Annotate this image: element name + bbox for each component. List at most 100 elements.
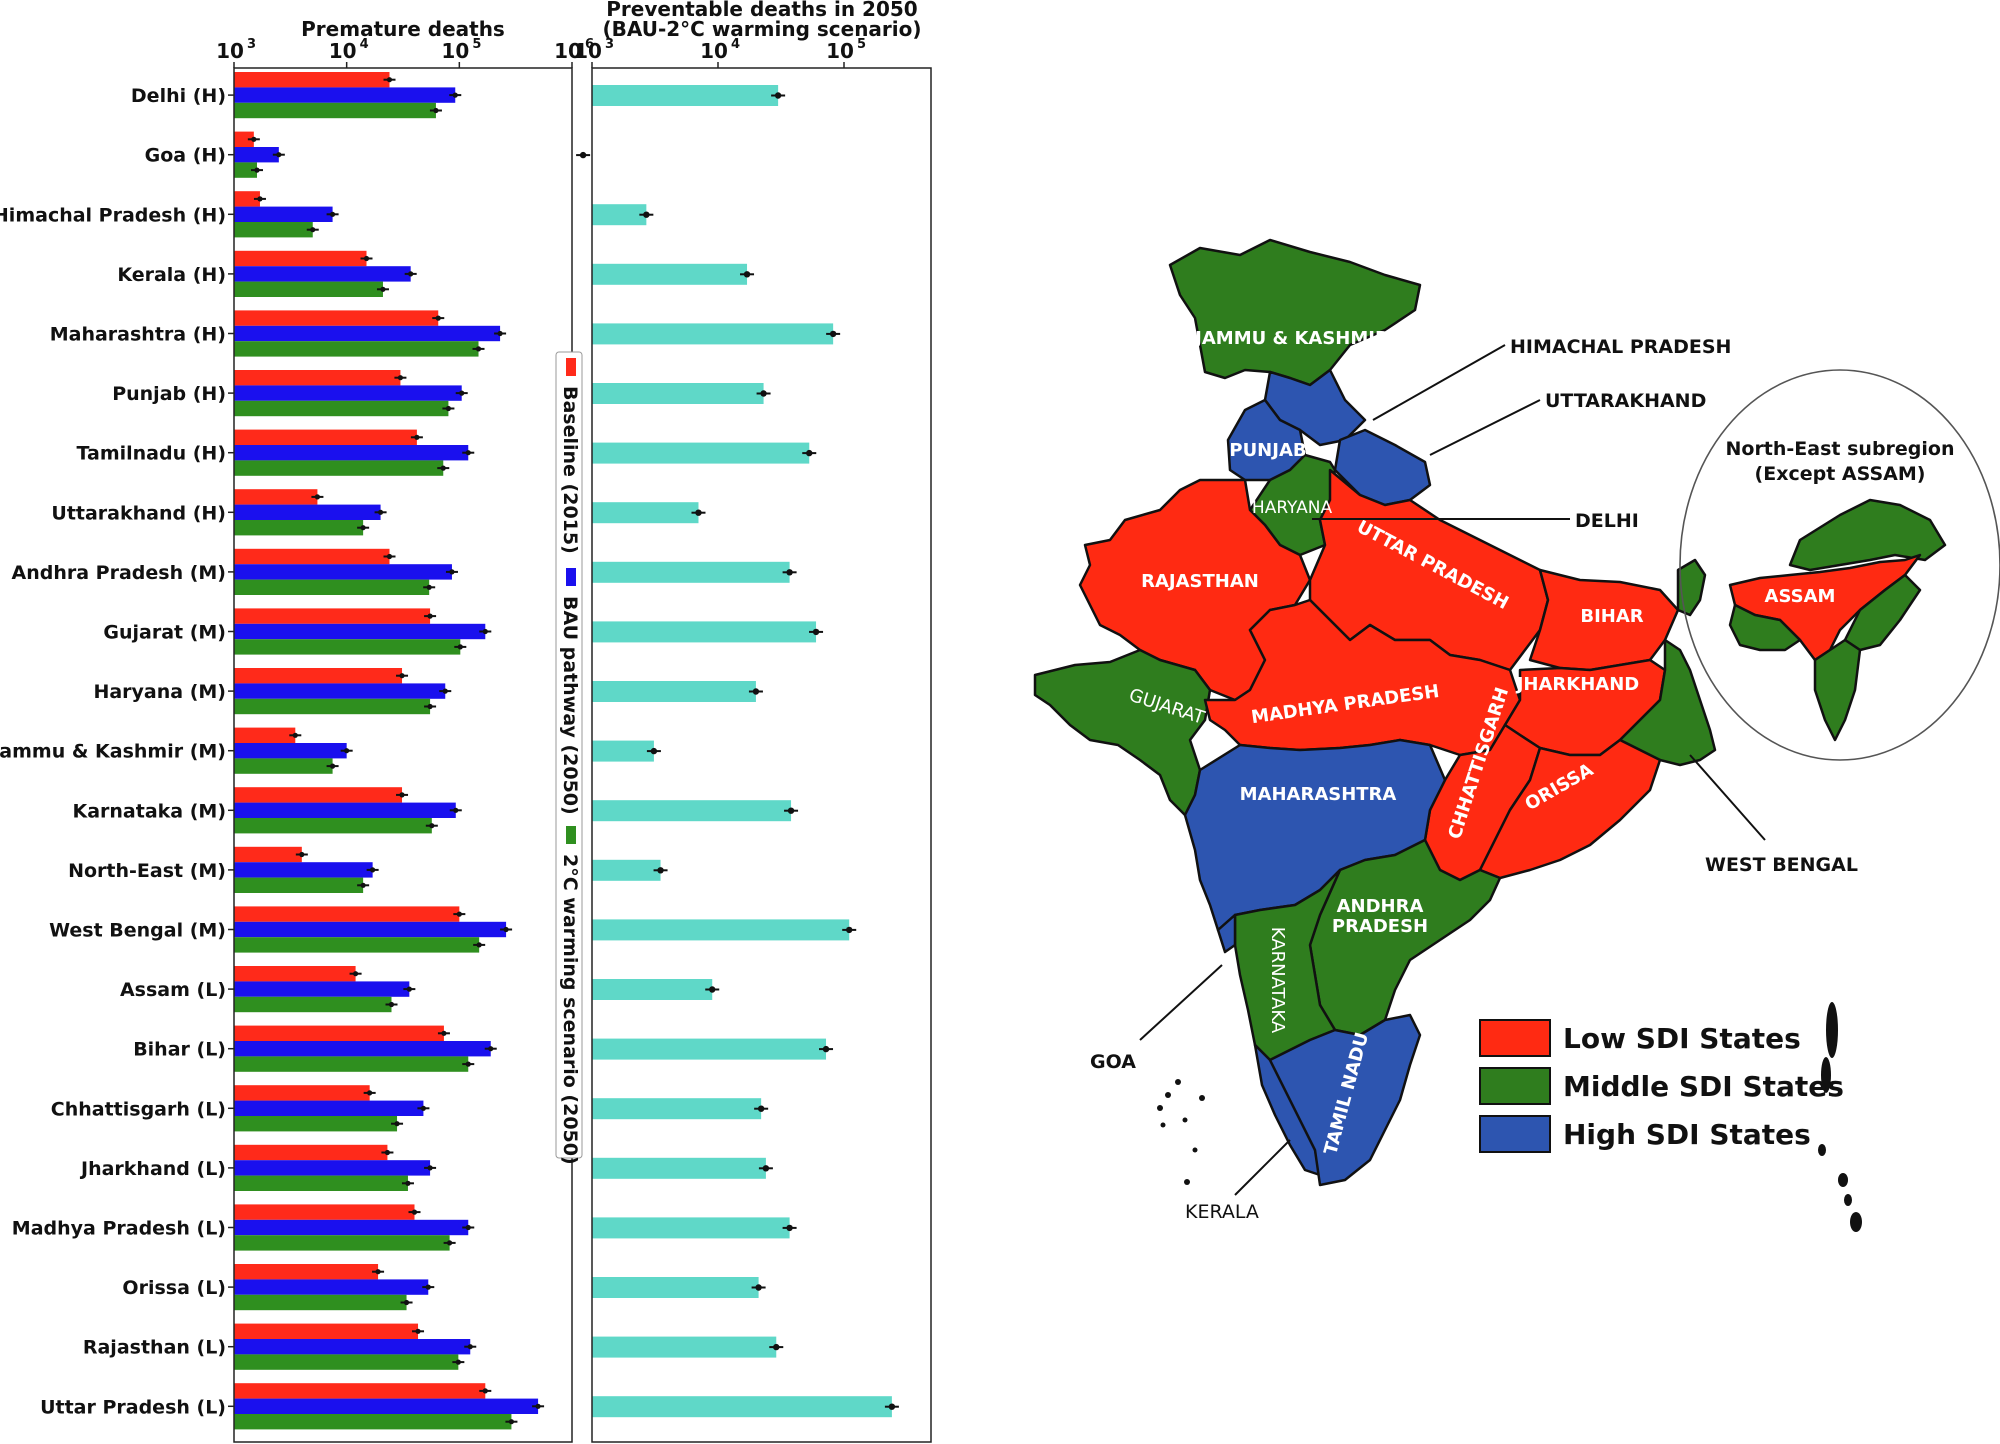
bar-preventable-rajasthan-l: [592, 1336, 777, 1358]
category-label-rajasthan-l: Rajasthan (L): [83, 1337, 226, 1359]
errorbar-point: [370, 867, 376, 873]
errorbar-point: [435, 315, 441, 321]
errorbar-point: [456, 911, 462, 917]
errorbar-point: [254, 167, 260, 173]
errorbar-point: [535, 1403, 541, 1409]
map-callouts: [1139, 344, 1766, 1196]
map-label-andhra-pradesh-line2: PRADESH: [1332, 916, 1428, 937]
bar-baseline-2015-delhi-h: [234, 72, 390, 88]
errorbar-point: [377, 509, 384, 515]
category-label-uttar-pradesh-l: Uttar Pradesh (L): [40, 1396, 226, 1418]
map-state-uttarakhand: [1333, 428, 1432, 507]
category-label-haryana-m: Haryana (M): [93, 681, 226, 703]
bar-2-c-warming-scenario-2050-punjab-h: [234, 400, 449, 417]
bar-2-c-warming-scenario-2050-goa-h: [234, 162, 257, 178]
errorbar-point: [251, 136, 257, 142]
errorbar-point: [482, 1388, 488, 1394]
errorbar-point: [344, 748, 350, 754]
errorbar-point: [429, 823, 435, 829]
preventable-deaths-title: Preventable deaths in 2050: [606, 0, 917, 21]
bar-baseline-2015-jharkhand-l: [234, 1144, 388, 1161]
map-legend-label-middle: Middle SDI States: [1563, 1070, 1844, 1103]
bar-preventable-kerala-h: [592, 263, 748, 285]
bar-2-c-warming-scenario-2050-north-east-m: [234, 877, 364, 893]
errorbar-point: [433, 107, 439, 114]
map-northeast-arunachal: [1788, 498, 1947, 572]
bar-2-c-warming-scenario-2050-haryana-m: [234, 698, 431, 715]
map-northeast-sikkim-region: [1676, 558, 1707, 617]
bar-bau-pathway-2050-goa-h: [234, 147, 279, 163]
map-legend-label-low: Low SDI States: [1563, 1022, 1801, 1055]
map-state-tamil-nadu: [1268, 1013, 1422, 1187]
category-label-andhra-pradesh-m: Andhra Pradesh (M): [12, 562, 227, 584]
bar-bau-pathway-2050-delhi-h: [234, 87, 456, 103]
errorbar-point: [310, 227, 316, 233]
errorbar-point: [420, 1105, 427, 1111]
errorbar-point: [508, 1419, 515, 1425]
callout-line-west-bengal: [1689, 754, 1766, 841]
bar-2-c-warming-scenario-2050-andhra-pradesh-m: [234, 579, 430, 595]
bar-2-c-warming-scenario-2050-karnataka-m: [234, 818, 432, 834]
errorbar-point: [760, 390, 767, 397]
bar-2-c-warming-scenario-2050-madhya-pradesh-l: [234, 1235, 450, 1251]
errorbar-point: [465, 450, 471, 456]
errorbar-point: [447, 1240, 453, 1246]
bar-baseline-2015-himachal-pradesh-h: [234, 191, 260, 207]
map-legend-swatch-middle: [1479, 1067, 1551, 1105]
map-label-haryana: HARYANA: [1252, 498, 1333, 518]
map-state-orissa: [1478, 738, 1662, 880]
errorbar-point: [406, 986, 412, 992]
errorbar-point: [475, 346, 482, 352]
bar-baseline-2015-tamilnadu-h: [234, 429, 417, 445]
preventable-deaths-xticks: 10 3 10 4 10 5: [574, 37, 866, 68]
map-state-jammu-kashmir: [1168, 238, 1422, 387]
bar-preventable-west-bengal-m: [592, 919, 850, 941]
errorbar-point: [352, 971, 359, 977]
legend-label-bau: BAU pathway (2050): [559, 596, 581, 815]
bar-bau-pathway-2050-haryana-m: [234, 683, 446, 699]
errorbar-point: [408, 271, 414, 277]
callout-line-goa: [1139, 964, 1223, 1041]
category-label-north-east-m: North-East (M): [68, 860, 226, 882]
callout-label-goa: GOA: [1090, 1051, 1136, 1073]
legend-label-baseline: Baseline (2015): [559, 386, 581, 554]
errorbar-point: [399, 673, 405, 679]
bar-bau-pathway-2050-andhra-pradesh-m: [234, 564, 452, 580]
errorbar-point: [329, 211, 336, 217]
bar-bau-pathway-2050-gujarat-m: [234, 623, 486, 640]
errorbar-point: [755, 1284, 762, 1291]
errorbar-point: [445, 405, 452, 412]
bar-baseline-2015-andhra-pradesh-m: [234, 548, 390, 565]
preventable-deaths-errorbars: [576, 92, 899, 1410]
errorbar-point: [257, 196, 263, 202]
preventable-deaths-subtitle: (BAU-2°C warming scenario): [602, 17, 921, 41]
xtick-label: 10: [826, 39, 854, 63]
bar-bau-pathway-2050-chhattisgarh-l: [234, 1100, 424, 1116]
errorbar-point: [579, 151, 587, 159]
map-label-bihar: BIHAR: [1580, 606, 1643, 627]
bar-bau-pathway-2050-tamilnadu-h: [234, 445, 469, 461]
xtick-label: 10: [554, 39, 582, 63]
legend-label-2c: 2°C warming scenario (2050): [559, 854, 581, 1165]
preventable-deaths-bars: [592, 85, 892, 1418]
series-legend: Baseline (2015) BAU pathway (2050) 2°C w…: [555, 351, 583, 1165]
bar-bau-pathway-2050-orissa-l: [234, 1279, 429, 1295]
bar-bau-pathway-2050-jammu-kashmir-m: [234, 743, 347, 759]
bar-2-c-warming-scenario-2050-bihar-l: [234, 1056, 469, 1072]
bar-2-c-warming-scenario-2050-assam-l: [234, 996, 392, 1013]
bar-2-c-warming-scenario-2050-uttar-pradesh-l: [234, 1414, 512, 1430]
bar-baseline-2015-punjab-h: [234, 370, 401, 386]
errorbar-point: [695, 509, 702, 516]
errorbar-point: [743, 271, 751, 278]
category-label-gujarat-m: Gujarat (M): [103, 622, 226, 644]
bar-baseline-2015-haryana-m: [234, 668, 403, 684]
bar-2-c-warming-scenario-2050-maharashtra-h: [234, 341, 479, 357]
bar-2-c-warming-scenario-2050-jharkhand-l: [234, 1175, 408, 1191]
errorbar-point: [465, 1061, 471, 1067]
category-label-goa-h: Goa (H): [145, 145, 226, 167]
errorbar-point: [405, 1180, 411, 1186]
bar-2-c-warming-scenario-2050-uttarakhand-h: [234, 520, 364, 536]
errorbar-point: [427, 703, 433, 710]
bar-bau-pathway-2050-jharkhand-l: [234, 1160, 431, 1176]
